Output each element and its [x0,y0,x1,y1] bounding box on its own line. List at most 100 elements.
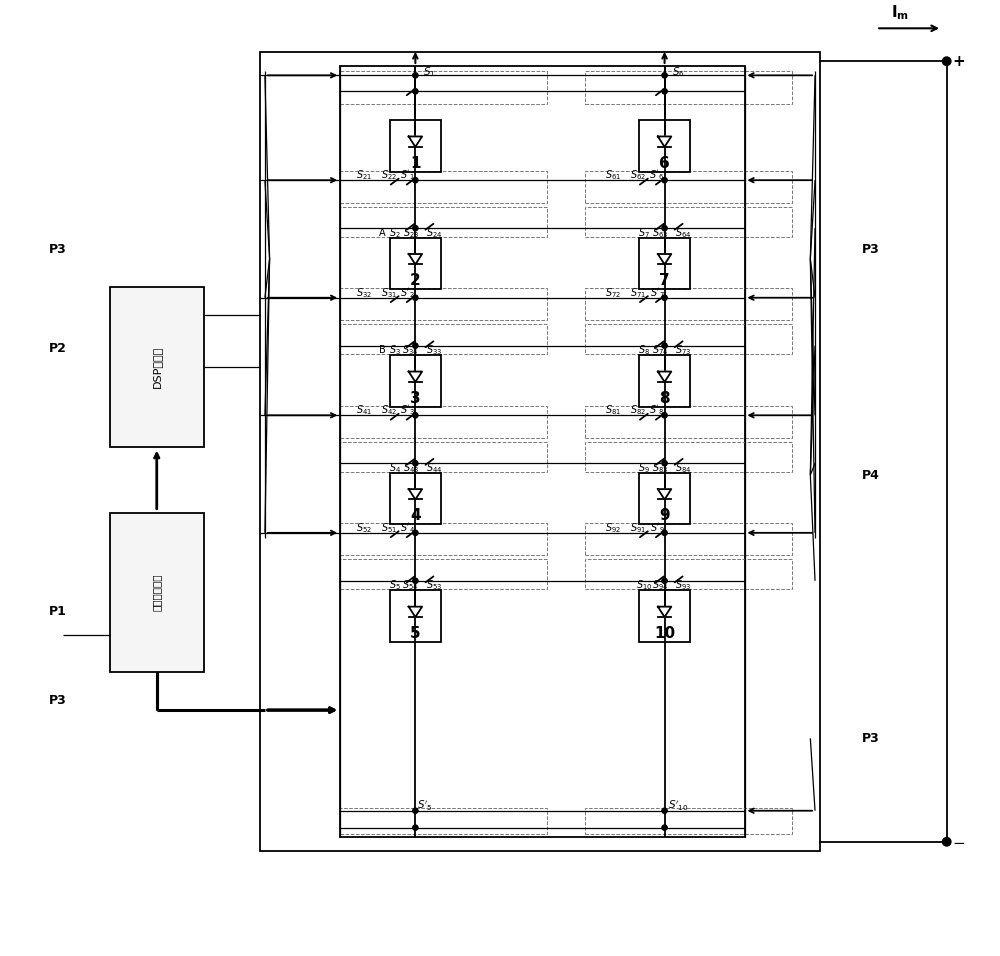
Circle shape [413,295,418,300]
Bar [340,442,547,471]
Text: $S_8$: $S_8$ [638,343,650,358]
Bar [585,808,792,835]
Text: 阴影检测模块: 阴影检测模块 [152,574,162,611]
Text: P3: P3 [49,243,66,256]
Text: $S_{91}$: $S_{91}$ [630,521,646,535]
Text: $S'_8$: $S'_8$ [649,403,665,418]
Text: $S_{72}$: $S_{72}$ [605,286,621,300]
Text: $S_{62}$: $S_{62}$ [630,168,646,183]
Text: $S_2$: $S_2$ [389,226,401,240]
Circle shape [413,531,418,535]
Bar [639,237,690,290]
Text: 2: 2 [410,273,421,289]
Text: $S_{10}$: $S_{10}$ [636,578,652,593]
Polygon shape [658,607,671,617]
Text: $S_4$: $S_4$ [389,461,401,475]
Text: $-$: $-$ [952,835,965,849]
Polygon shape [409,607,422,617]
Bar [585,324,792,354]
Text: 3: 3 [410,391,421,406]
Circle shape [413,578,418,583]
Polygon shape [409,254,422,265]
Text: $S_5$: $S_5$ [389,578,401,593]
Bar [340,71,547,103]
Text: $S_{41}$: $S_{41}$ [356,403,372,418]
Text: 8: 8 [659,391,670,406]
Text: $S'_3$: $S'_3$ [400,403,415,418]
Text: $S_{94}$: $S_{94}$ [652,578,668,593]
Bar [639,590,690,641]
Text: $S_{34}$: $S_{34}$ [402,343,419,358]
Text: P3: P3 [49,694,66,707]
Text: $S_{43}$: $S_{43}$ [403,461,419,475]
Bar [260,52,820,851]
Polygon shape [409,372,422,382]
Text: 10: 10 [654,626,675,641]
Circle shape [413,825,418,831]
Text: 1: 1 [410,156,421,171]
Text: $S_{64}$: $S_{64}$ [675,226,692,240]
Text: $S_{44}$: $S_{44}$ [426,461,442,475]
Text: $S_3$: $S_3$ [389,343,401,358]
Text: P1: P1 [49,605,66,618]
Text: $S_{82}$: $S_{82}$ [630,403,646,418]
Text: 4: 4 [410,509,421,523]
Text: $S_{71}$: $S_{71}$ [630,286,646,300]
Text: 6: 6 [659,156,670,171]
Polygon shape [658,254,671,265]
Text: $S_1$: $S_1$ [423,66,436,79]
Text: +: + [953,54,965,69]
Bar [585,289,792,320]
Text: $S'_1$: $S'_1$ [400,168,415,183]
Text: $S_{84}$: $S_{84}$ [675,461,692,475]
Circle shape [662,808,667,814]
Text: 9: 9 [659,509,670,523]
Text: P2: P2 [49,341,66,355]
Text: $S_{93}$: $S_{93}$ [675,578,692,593]
Circle shape [662,343,667,348]
Text: $S'_7$: $S'_7$ [650,286,665,300]
Bar [340,324,547,354]
Circle shape [413,226,418,230]
Text: $S_{92}$: $S_{92}$ [605,521,621,535]
Bar [340,171,547,203]
Text: P3: P3 [862,731,880,745]
Bar [585,406,792,438]
Polygon shape [658,489,671,499]
Text: $S_{73}$: $S_{73}$ [675,343,692,358]
Circle shape [662,295,667,300]
Polygon shape [658,137,671,147]
Circle shape [413,413,418,418]
Text: $S_{53}$: $S_{53}$ [426,578,442,593]
Polygon shape [658,372,671,382]
Text: $S_9$: $S_9$ [638,461,650,475]
Circle shape [662,461,667,466]
Circle shape [942,57,951,65]
Text: $S_{33}$: $S_{33}$ [426,343,442,358]
Text: 7: 7 [659,273,670,289]
Bar [340,289,547,320]
Bar [585,524,792,555]
Text: $S_{24}$: $S_{24}$ [426,226,442,240]
Circle shape [662,73,667,78]
Bar [340,66,745,837]
Text: $S_{61}$: $S_{61}$ [605,168,621,183]
Circle shape [413,461,418,466]
Text: $S'_5$: $S'_5$ [417,799,433,814]
Text: $S_{63}$: $S_{63}$ [652,226,668,240]
Text: $S'_2$: $S'_2$ [400,286,415,300]
Text: $S'_6$: $S'_6$ [649,168,665,183]
Bar [585,442,792,471]
Polygon shape [409,489,422,499]
Bar [340,559,547,589]
Bar [340,808,547,835]
Text: $S_{51}$: $S_{51}$ [381,521,397,535]
Circle shape [662,89,667,94]
Text: $S_{54}$: $S_{54}$ [402,578,419,593]
Text: 5: 5 [410,626,421,641]
Text: $S'_9$: $S'_9$ [650,521,665,535]
Polygon shape [409,137,422,147]
Text: $S_{23}$: $S_{23}$ [403,226,419,240]
Bar [585,171,792,203]
Bar [639,120,690,172]
